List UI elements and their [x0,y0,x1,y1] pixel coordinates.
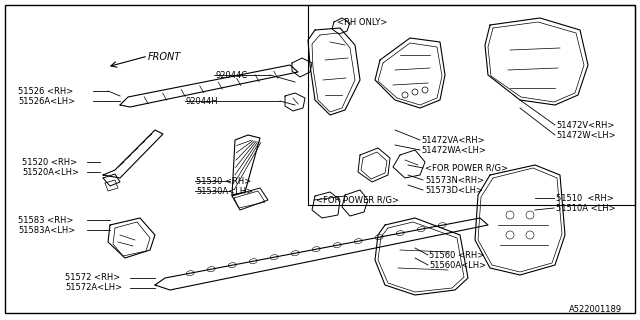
Text: 51472W<LH>: 51472W<LH> [556,131,616,140]
Text: <FOR POWER R/G>: <FOR POWER R/G> [316,196,399,204]
Text: FRONT: FRONT [148,52,181,62]
Text: 51510  <RH>: 51510 <RH> [556,194,614,203]
Text: 51472VA<RH>: 51472VA<RH> [421,135,484,145]
Text: 51520A<LH>: 51520A<LH> [22,167,79,177]
Text: 51560A<LH>: 51560A<LH> [429,260,486,269]
Text: 51510A <LH>: 51510A <LH> [556,204,616,212]
Bar [308,5,635,205]
Text: 92044H: 92044H [186,97,219,106]
Text: A522001189: A522001189 [569,305,622,314]
Text: 51573N<RH>: 51573N<RH> [425,175,484,185]
Text: 51573D<LH>: 51573D<LH> [425,186,483,195]
Text: <FOR POWER R/G>: <FOR POWER R/G> [425,164,508,172]
Text: 51472WA<LH>: 51472WA<LH> [421,146,486,155]
Text: 51583 <RH>: 51583 <RH> [18,215,74,225]
Text: <RH ONLY>: <RH ONLY> [337,18,387,27]
Text: 51526A<LH>: 51526A<LH> [18,97,75,106]
Text: 51530A<LH>: 51530A<LH> [196,187,253,196]
Text: 51572 <RH>: 51572 <RH> [65,274,120,283]
Text: 51572A<LH>: 51572A<LH> [65,284,122,292]
Text: 51560 <RH>: 51560 <RH> [429,251,484,260]
Text: 51530 <RH>: 51530 <RH> [196,177,252,186]
Text: 92044C: 92044C [215,70,247,79]
Text: 51583A<LH>: 51583A<LH> [18,226,76,235]
Text: 51520 <RH>: 51520 <RH> [22,157,77,166]
Text: 51472V<RH>: 51472V<RH> [556,121,614,130]
Text: 51526 <RH>: 51526 <RH> [18,86,73,95]
